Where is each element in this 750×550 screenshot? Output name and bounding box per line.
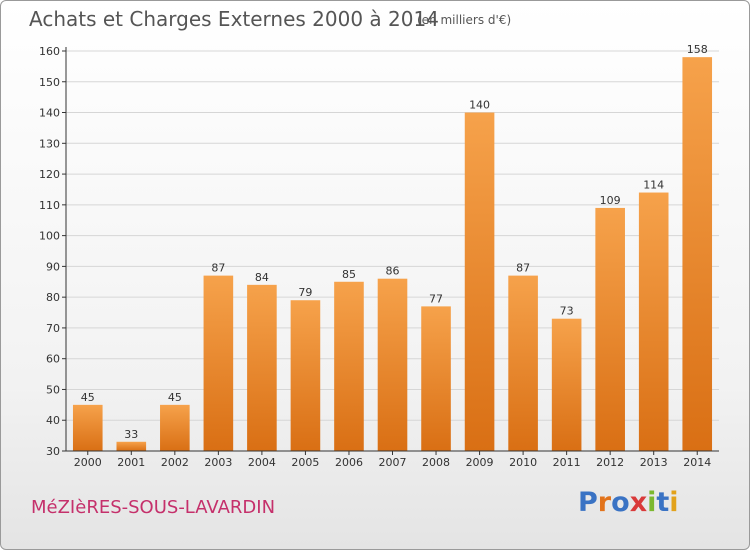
brand-letter: t xyxy=(656,487,670,518)
data-label-2010: 87 xyxy=(516,262,530,275)
x-tick-label: 2002 xyxy=(161,456,189,469)
x-tick-label: 2011 xyxy=(553,456,581,469)
bar-2005 xyxy=(290,300,321,451)
bar-2002 xyxy=(160,404,190,451)
brand-letter: i xyxy=(669,487,679,518)
y-tick-label: 110 xyxy=(39,199,60,212)
y-tick-label: 60 xyxy=(46,353,60,366)
y-tick-label: 50 xyxy=(46,383,60,396)
y-tick-label: 80 xyxy=(46,291,60,304)
x-tick-label: 2003 xyxy=(204,456,232,469)
data-label-2000: 45 xyxy=(81,391,95,404)
x-tick-label: 2013 xyxy=(640,456,668,469)
bar-2003 xyxy=(203,275,234,451)
chart-subtitle: (en milliers d'€) xyxy=(417,13,512,27)
x-tick-label: 2001 xyxy=(117,456,145,469)
y-tick-label: 160 xyxy=(39,45,60,58)
y-tick-label: 140 xyxy=(39,107,60,120)
y-tick-label: 90 xyxy=(46,260,60,273)
x-tick-label: 2009 xyxy=(466,456,494,469)
bar-2010 xyxy=(508,275,538,451)
bar-2001 xyxy=(116,441,147,451)
data-label-2009: 140 xyxy=(469,99,490,112)
bar-2000 xyxy=(72,404,103,451)
y-tick-label: 130 xyxy=(39,137,60,150)
y-tick-label: 150 xyxy=(39,76,60,89)
data-label-2005: 79 xyxy=(298,286,312,299)
x-tick-label: 2007 xyxy=(379,456,407,469)
data-label-2007: 86 xyxy=(386,265,400,278)
y-tick-label: 70 xyxy=(46,322,60,335)
data-label-2012: 109 xyxy=(600,194,621,207)
x-tick-label: 2004 xyxy=(248,456,276,469)
brand-letter: x xyxy=(629,487,648,518)
bar-2004 xyxy=(247,284,277,451)
data-label-2014: 158 xyxy=(687,43,708,56)
data-label-2001: 33 xyxy=(124,428,138,441)
x-tick-label: 2014 xyxy=(683,456,711,469)
data-label-2003: 87 xyxy=(211,262,225,275)
x-tick-label: 2012 xyxy=(596,456,624,469)
data-labels: 45 33 45 87 84 79 85 86 77 140 87 73 109 114 158 xyxy=(81,43,708,441)
x-tick-label: 2000 xyxy=(74,456,102,469)
bar-2011 xyxy=(551,318,582,451)
data-label-2002: 45 xyxy=(168,391,182,404)
data-label-2006: 85 xyxy=(342,268,356,281)
bar-2013 xyxy=(638,192,669,452)
y-tick-label: 40 xyxy=(46,414,60,427)
bar-2009 xyxy=(464,112,495,452)
bar-2006 xyxy=(334,281,364,451)
location-name: MéZIèRES-SOUS-LAVARDIN xyxy=(31,497,276,518)
x-tick-label: 2010 xyxy=(509,456,537,469)
data-label-2004: 84 xyxy=(255,271,269,284)
y-tick-label: 120 xyxy=(39,168,60,181)
proxiti-logo: Proxiti xyxy=(578,487,679,518)
data-label-2011: 73 xyxy=(560,305,574,318)
y-tick-label: 30 xyxy=(46,445,60,458)
data-label-2013: 114 xyxy=(643,179,664,192)
brand-letter: o xyxy=(611,487,630,518)
bar-2012 xyxy=(595,207,625,451)
brand-letter: r xyxy=(597,487,612,518)
bar-2008 xyxy=(421,306,451,451)
brand-letter: P xyxy=(578,487,598,518)
brand-letter: i xyxy=(647,487,657,518)
x-tick-label: 2005 xyxy=(291,456,319,469)
bar-2007 xyxy=(377,278,408,451)
chart-title: Achats et Charges Externes 2000 à 2014 xyxy=(29,7,439,31)
x-tick-label: 2008 xyxy=(422,456,450,469)
bars xyxy=(72,57,713,452)
y-tick-label: 100 xyxy=(39,230,60,243)
bar-2014 xyxy=(682,57,713,452)
x-tick-label: 2006 xyxy=(335,456,363,469)
axes: 30 40 50 60 70 80 90 100 110 120 130 140 150 160 2000 2… xyxy=(39,45,719,469)
data-label-2008: 77 xyxy=(429,292,443,305)
